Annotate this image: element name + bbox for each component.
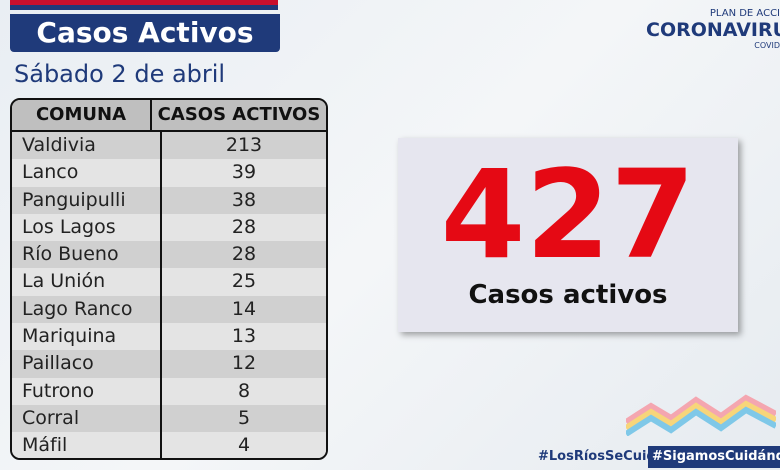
commune-cell: Corral	[12, 404, 162, 433]
commune-cell: Futrono	[12, 377, 162, 405]
commune-cell: Río Bueno	[12, 241, 162, 269]
hashtag: #LosRíosSeCuida	[538, 449, 665, 464]
table-row: Río Bueno 28	[12, 241, 326, 269]
logo-main: CORONAVIRU	[646, 19, 780, 41]
flag-stripe	[10, 0, 278, 10]
table-row: Mariquina 13	[12, 323, 326, 351]
logo: PLAN DE ACCI CORONAVIRU COVID	[646, 8, 780, 50]
commune-cell: Lago Ranco	[12, 295, 162, 324]
cases-cell: 25	[231, 270, 257, 293]
cases-cell: 12	[231, 352, 257, 375]
table-row: Lanco 39	[12, 159, 326, 187]
cases-cell: 8	[237, 379, 251, 402]
cases-cell: 39	[231, 161, 257, 184]
title: Casos Activos	[10, 14, 280, 52]
cases-cell: 213	[225, 134, 263, 156]
column-header: COMUNA	[12, 100, 152, 130]
table-row: La Unión 25	[12, 268, 326, 296]
commune-cell: Valdivia	[12, 132, 162, 160]
cases-cell: 28	[231, 215, 257, 238]
table: COMUNA CASOS ACTIVOS Valdivia 213 Lanco 39 P…	[10, 98, 328, 460]
table-row: Panguipulli 38	[12, 186, 326, 214]
table-row: Los Lagos 28	[12, 213, 326, 242]
decoration	[626, 394, 776, 436]
table-row: Paillaco 12	[12, 350, 326, 378]
table-row: Valdivia 213	[12, 132, 326, 160]
table-row: Futrono 8	[12, 377, 326, 405]
total-value: 427	[440, 144, 696, 286]
logo-sub: COVID	[754, 41, 780, 50]
cases-cell: 5	[237, 406, 251, 429]
hashtag: #SigamosCuidándon	[648, 446, 780, 468]
cases-cell: 4	[237, 434, 251, 457]
total-box: 427 Casos activos	[398, 138, 738, 332]
cases-cell: 13	[231, 325, 257, 348]
table-row: Corral 5	[12, 404, 326, 433]
commune-cell: Mariquina	[12, 323, 162, 351]
table-row: Máfil 4	[12, 432, 326, 458]
total-label: Casos activos	[468, 280, 668, 310]
commune-cell: Panguipulli	[12, 186, 162, 214]
commune-cell: La Unión	[12, 268, 162, 296]
commune-cell: Máfil	[12, 432, 162, 458]
subtitle: Sábado 2 de abril	[14, 60, 226, 88]
commune-cell: Lanco	[12, 159, 162, 187]
logo-top: PLAN DE ACCI	[709, 8, 780, 19]
cases-cell: 14	[231, 297, 257, 320]
cases-cell: 38	[231, 188, 257, 211]
commune-cell: Los Lagos	[12, 213, 162, 242]
cases-cell: 28	[231, 243, 257, 266]
table-header: COMUNA CASOS ACTIVOS	[12, 100, 326, 132]
table-row: Lago Ranco 14	[12, 295, 326, 324]
commune-cell: Paillaco	[12, 350, 162, 378]
column-header: CASOS ACTIVOS	[157, 104, 321, 125]
